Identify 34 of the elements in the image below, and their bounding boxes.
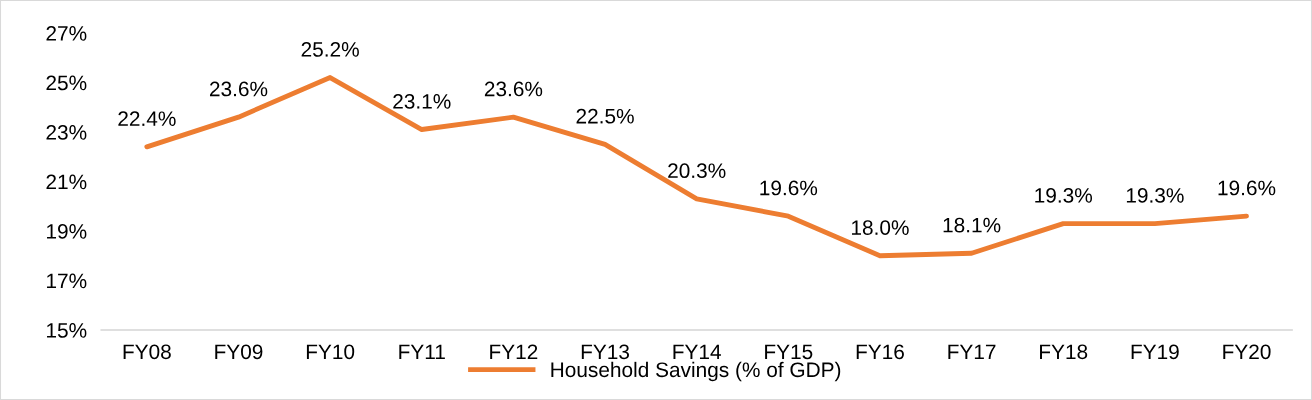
legend-label: Household Savings (% of GDP) <box>551 361 841 382</box>
x-tick-label: FY13 <box>581 344 630 360</box>
data-label: 19.3% <box>1126 188 1184 203</box>
x-tick-label: FY15 <box>765 344 813 360</box>
x-tick-label: FY19 <box>1131 344 1179 360</box>
y-tick-label: 19% <box>47 224 87 239</box>
x-tick-label: FY10 <box>306 344 355 360</box>
data-label: 25.2% <box>301 42 359 57</box>
x-tick-label: FY14 <box>673 344 721 359</box>
x-tick-label: FY08 <box>123 344 171 360</box>
y-tick-label: 23% <box>46 125 87 140</box>
x-tick-label: FY16 <box>856 344 904 360</box>
y-tick-label: 17% <box>47 273 87 289</box>
data-label: 18.1% <box>943 217 1001 233</box>
data-label: 18.0% <box>852 220 909 235</box>
x-tick-label: FY18 <box>1040 344 1088 360</box>
x-tick-label: FY17 <box>948 344 996 359</box>
x-tick-label: FY11 <box>399 344 445 359</box>
data-label: 20.3% <box>668 163 726 179</box>
data-label: 23.1% <box>393 93 451 109</box>
y-tick-label: 25% <box>46 75 87 91</box>
data-label: 22.5% <box>576 108 634 124</box>
x-tick-label: FY20 <box>1223 344 1271 360</box>
data-label: 19.6% <box>1218 180 1276 196</box>
x-tick-label: FY12 <box>490 344 538 359</box>
data-label: 23.6% <box>484 81 543 97</box>
data-label: 19.6% <box>760 180 818 196</box>
y-tick-label: 27% <box>46 26 87 41</box>
data-label: 19.3% <box>1035 188 1093 203</box>
data-label: 23.6% <box>209 81 268 97</box>
y-tick-label: 21% <box>46 174 87 190</box>
y-tick-label: 15% <box>47 323 87 338</box>
data-label: 22.4% <box>118 111 176 126</box>
x-tick-label: FY09 <box>215 344 263 360</box>
